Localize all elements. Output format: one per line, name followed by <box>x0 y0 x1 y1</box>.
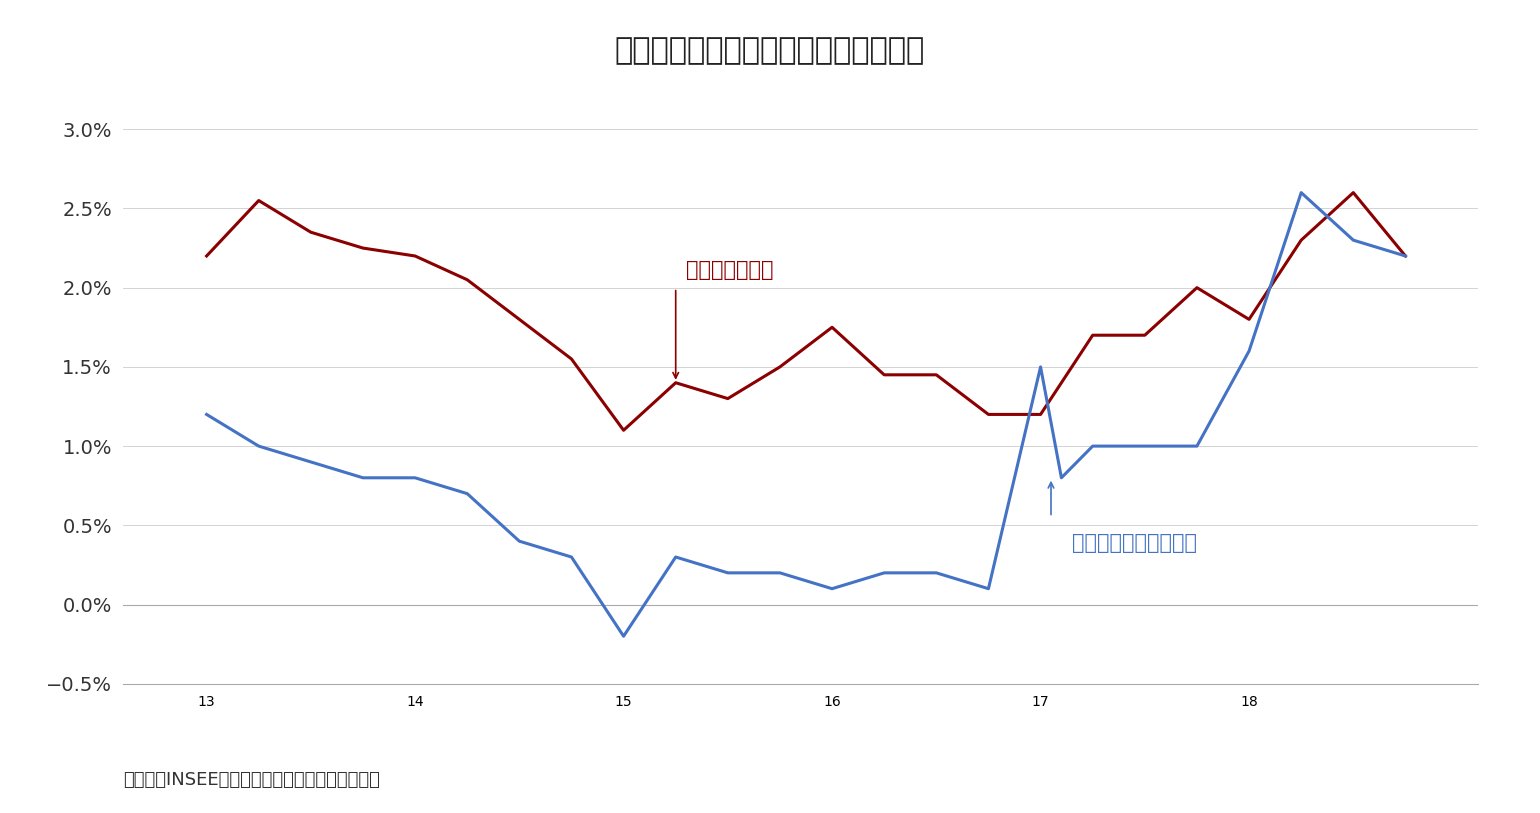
Text: インフレ率（ＣＰＩ）: インフレ率（ＣＰＩ） <box>1072 533 1197 553</box>
Text: 図表３　インフレ率と労働コスト指数: 図表３ インフレ率と労働コスト指数 <box>614 37 926 66</box>
Text: （資料）INSEE（フランス国立統計経済研究所）: （資料）INSEE（フランス国立統計経済研究所） <box>123 771 380 789</box>
Text: 労働コスト指数: 労働コスト指数 <box>687 260 773 280</box>
